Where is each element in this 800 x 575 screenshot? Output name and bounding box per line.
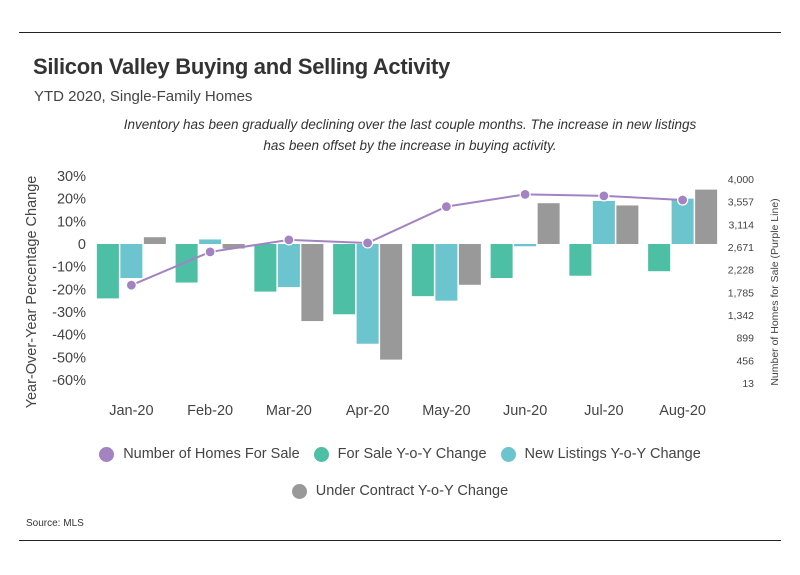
bar-under-contract-y-o-y-change xyxy=(143,237,166,244)
bar-for-sale-y-o-y-change xyxy=(569,244,592,276)
legend-label-under-contract: Under Contract Y-o-Y Change xyxy=(315,483,509,499)
x-tick-label: May-20 xyxy=(422,403,470,419)
y2-tick-label: 899 xyxy=(736,333,754,345)
bar-new-listings-y-o-y-change xyxy=(356,244,379,344)
bar-under-contract-y-o-y-change xyxy=(301,244,324,322)
legend-swatch-under-contract xyxy=(291,483,307,499)
bar-under-contract-y-o-y-change xyxy=(537,203,560,244)
homes-for-sale-point xyxy=(362,237,374,249)
y-tick-label: -10% xyxy=(52,260,86,276)
legend-item-homes-for-sale: Number of Homes For Sale xyxy=(99,446,300,462)
bar-new-listings-y-o-y-change xyxy=(199,239,222,244)
chart-note: Inventory has been gradually declining o… xyxy=(123,117,697,153)
homes-for-sale-point xyxy=(125,279,137,291)
y2-tick-label: 456 xyxy=(736,355,754,367)
y2-tick-label: 1,785 xyxy=(728,287,754,299)
y2-tick-label: 3,114 xyxy=(729,219,755,231)
y-tick-label: -20% xyxy=(52,282,86,298)
y2-tick-label: 2,671 xyxy=(728,242,754,254)
chart-title: Silicon Valley Buying and Selling Activi… xyxy=(33,54,450,79)
y-tick-label: -50% xyxy=(52,350,86,366)
y-tick-label: 30% xyxy=(57,169,86,185)
y2-axis-title: Number of Homes for Sale (Purple Line) xyxy=(769,198,781,385)
bar-new-listings-y-o-y-change xyxy=(120,244,143,278)
y-tick-label: 20% xyxy=(57,192,86,208)
homes-for-sale-point xyxy=(677,194,689,206)
x-tick-label: Jun-20 xyxy=(503,403,547,419)
x-tick-label: Aug-20 xyxy=(659,403,706,419)
x-tick-label: Jan-20 xyxy=(109,403,153,419)
bar-for-sale-y-o-y-change xyxy=(254,244,277,292)
y-axis-title: Year-Over-Year Percentage Change xyxy=(24,176,40,409)
bar-new-listings-y-o-y-change xyxy=(671,198,694,244)
source-note: Source: MLS xyxy=(26,518,84,529)
bar-under-contract-y-o-y-change xyxy=(380,244,403,360)
y-tick-label: 0 xyxy=(78,237,86,253)
y2-tick-label: 2,228 xyxy=(728,265,754,277)
top-rule xyxy=(19,32,781,33)
bar-for-sale-y-o-y-change xyxy=(490,244,513,278)
x-tick-label: Jul-20 xyxy=(584,403,624,419)
homes-for-sale-point xyxy=(519,188,531,200)
bar-new-listings-y-o-y-change xyxy=(592,200,615,244)
legend-swatch-for-sale xyxy=(313,446,329,462)
legend-item-new-listings: New Listings Y-o-Y Change xyxy=(500,446,701,462)
x-tick-label: Mar-20 xyxy=(266,403,312,419)
bar-for-sale-y-o-y-change xyxy=(96,244,119,299)
bar-for-sale-y-o-y-change xyxy=(648,244,671,272)
legend-item-under-contract: Under Contract Y-o-Y Change xyxy=(291,483,509,499)
y-tick-label: -60% xyxy=(52,373,86,389)
legend-label-for-sale: For Sale Y-o-Y Change xyxy=(337,446,487,462)
bar-for-sale-y-o-y-change xyxy=(333,244,356,315)
y-tick-label: -40% xyxy=(52,328,86,344)
homes-for-sale-point xyxy=(283,234,295,246)
x-tick-label: Feb-20 xyxy=(187,403,233,419)
bar-under-contract-y-o-y-change xyxy=(222,244,245,249)
bottom-rule xyxy=(19,540,781,541)
y2-tick-label: 3,557 xyxy=(728,197,754,209)
legend-item-for-sale: For Sale Y-o-Y Change xyxy=(313,446,487,462)
legend-row-2: Under Contract Y-o-Y Change xyxy=(0,483,800,499)
chart-subtitle: YTD 2020, Single-Family Homes xyxy=(34,88,253,105)
y-tick-label: -30% xyxy=(52,305,86,321)
y2-tick-label: 4,000 xyxy=(728,174,754,186)
homes-for-sale-line xyxy=(130,193,683,287)
legend-label-homes-for-sale: Number of Homes For Sale xyxy=(123,446,300,462)
bar-new-listings-y-o-y-change xyxy=(277,244,300,288)
bar-under-contract-y-o-y-change xyxy=(616,205,639,244)
y2-tick-label: 1,342 xyxy=(728,310,754,322)
x-tick-label: Apr-20 xyxy=(346,403,390,419)
legend-swatch-homes-for-sale xyxy=(99,446,115,462)
bar-under-contract-y-o-y-change xyxy=(695,189,718,244)
homes-for-sale-point xyxy=(204,246,216,258)
y2-tick-label: 13 xyxy=(742,378,754,390)
y-tick-label: 10% xyxy=(57,214,86,230)
bar-new-listings-y-o-y-change xyxy=(435,244,458,301)
bar-for-sale-y-o-y-change xyxy=(175,244,198,283)
bar-new-listings-y-o-y-change xyxy=(514,244,537,247)
legend-label-new-listings: New Listings Y-o-Y Change xyxy=(524,446,701,462)
bar-under-contract-y-o-y-change xyxy=(458,244,481,285)
legend-row-1: Number of Homes For Sale For Sale Y-o-Y … xyxy=(0,446,800,462)
homes-for-sale-point xyxy=(598,190,610,202)
homes-for-sale-point xyxy=(440,201,452,213)
legend-swatch-new-listings xyxy=(500,446,516,462)
bar-for-sale-y-o-y-change xyxy=(411,244,434,297)
